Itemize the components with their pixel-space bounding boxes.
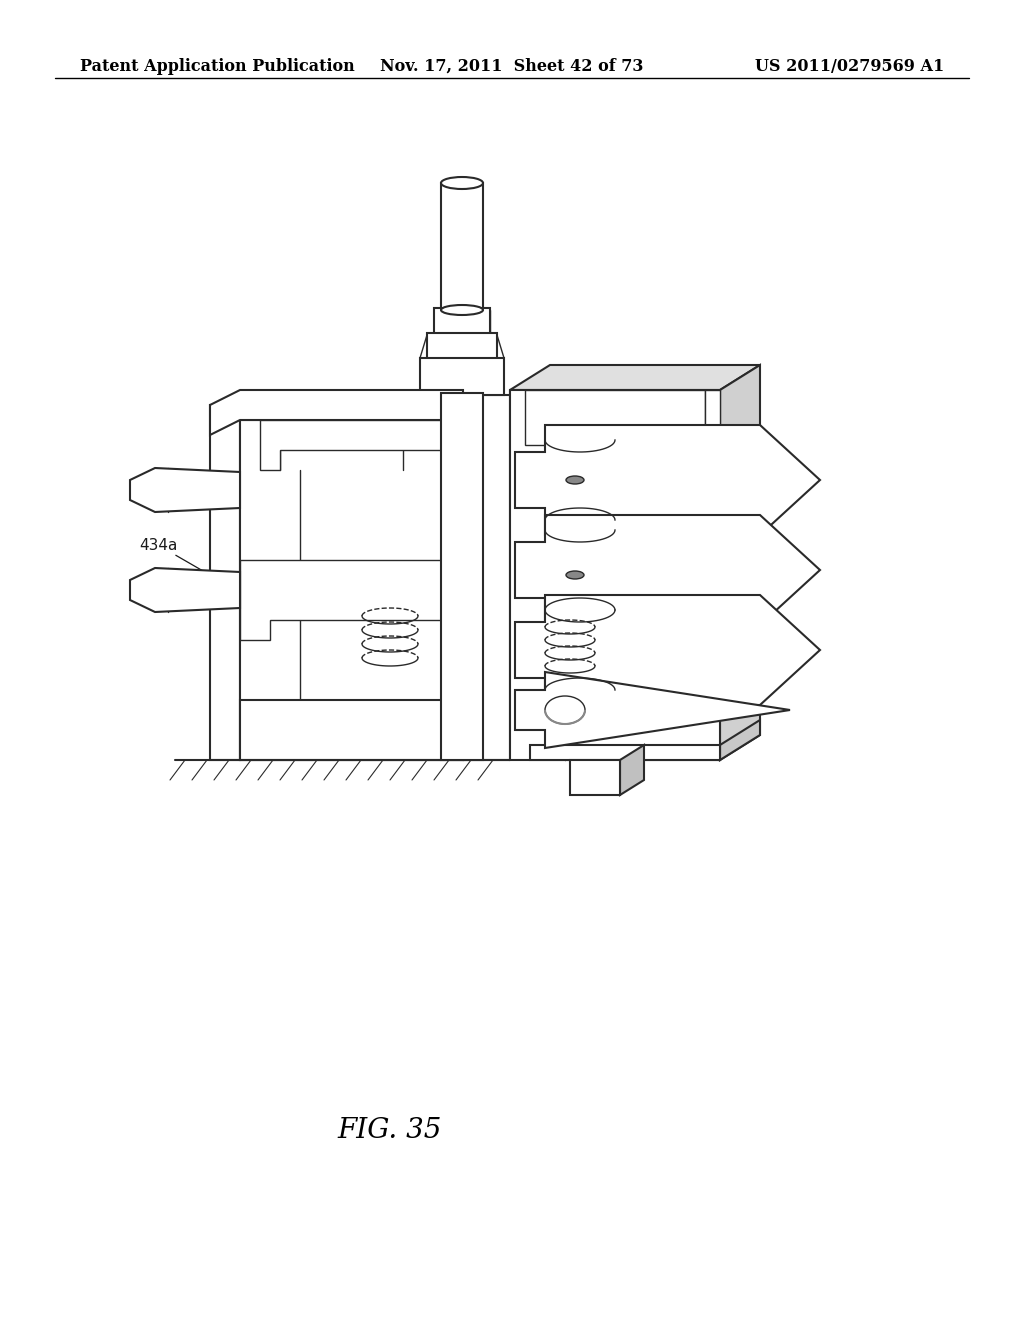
Polygon shape: [515, 425, 820, 535]
Ellipse shape: [441, 305, 483, 315]
Ellipse shape: [441, 177, 483, 189]
Polygon shape: [240, 420, 463, 760]
Polygon shape: [240, 560, 463, 640]
Polygon shape: [515, 515, 820, 624]
Polygon shape: [210, 405, 240, 760]
Text: 435: 435: [640, 610, 669, 626]
Polygon shape: [427, 333, 497, 360]
Polygon shape: [620, 744, 644, 795]
Polygon shape: [240, 700, 463, 760]
Polygon shape: [720, 719, 760, 760]
Polygon shape: [130, 469, 240, 512]
Polygon shape: [130, 568, 240, 612]
Ellipse shape: [566, 477, 584, 484]
Text: 436: 436: [151, 498, 207, 512]
Polygon shape: [530, 744, 720, 760]
Text: 448: 448: [640, 477, 669, 491]
Text: Nov. 17, 2011  Sheet 42 of 73: Nov. 17, 2011 Sheet 42 of 73: [380, 58, 644, 75]
Ellipse shape: [545, 696, 585, 723]
Polygon shape: [434, 308, 490, 335]
Polygon shape: [515, 672, 790, 748]
Polygon shape: [515, 595, 820, 705]
Polygon shape: [510, 389, 720, 760]
Polygon shape: [420, 358, 504, 395]
Polygon shape: [705, 389, 720, 445]
Polygon shape: [441, 183, 483, 310]
Text: 434: 434: [296, 414, 377, 429]
Text: 448: 448: [640, 590, 669, 606]
Text: US 2011/0279569 A1: US 2011/0279569 A1: [755, 58, 944, 75]
Ellipse shape: [566, 572, 584, 579]
Polygon shape: [720, 366, 760, 760]
Polygon shape: [570, 760, 620, 795]
Text: 434a: 434a: [139, 537, 208, 574]
Polygon shape: [210, 389, 463, 436]
Polygon shape: [260, 420, 463, 470]
Text: 444: 444: [640, 570, 669, 586]
Polygon shape: [441, 393, 483, 760]
Text: Patent Application Publication: Patent Application Publication: [80, 58, 354, 75]
Text: FIG. 35: FIG. 35: [338, 1117, 442, 1143]
Polygon shape: [525, 389, 705, 445]
Polygon shape: [510, 366, 760, 389]
